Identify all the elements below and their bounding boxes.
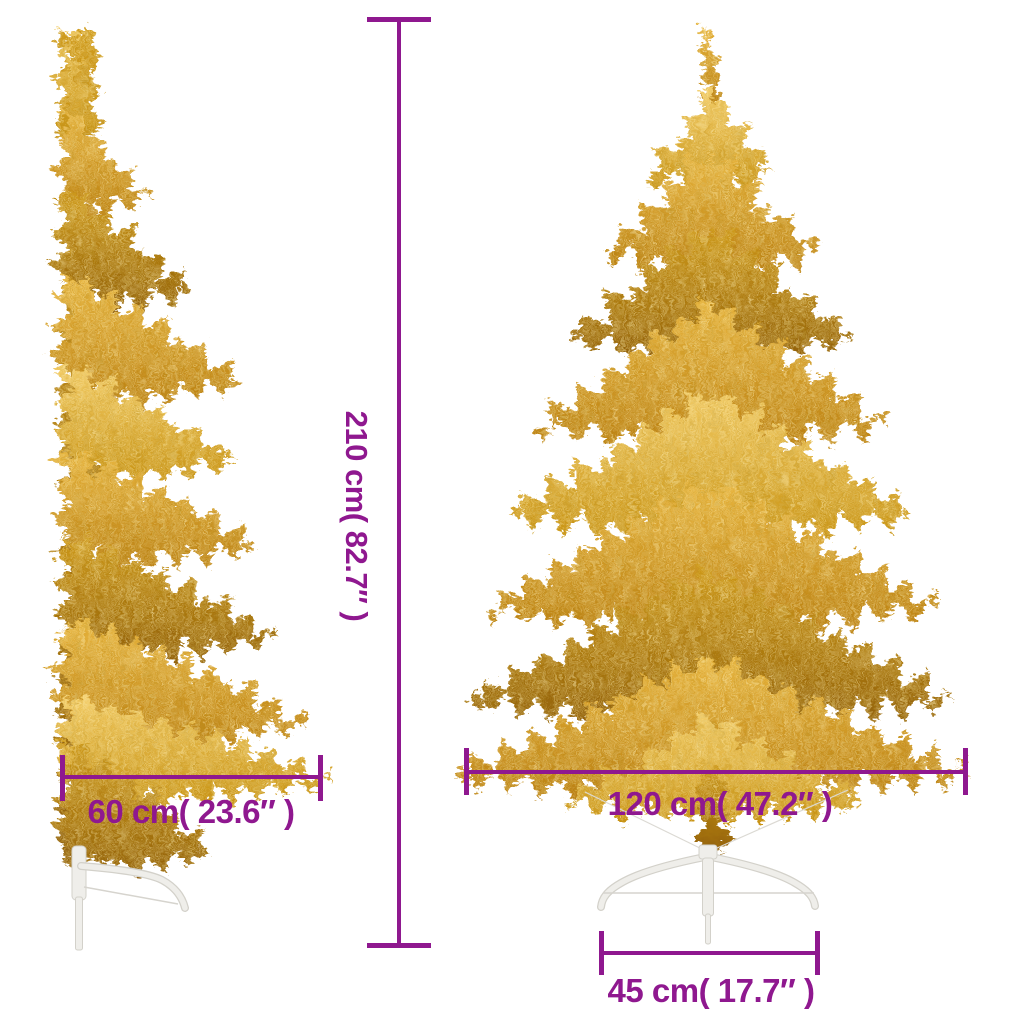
stand-pole-tip <box>705 913 711 945</box>
front-tree-stand <box>584 789 849 945</box>
stand-leg <box>597 853 709 911</box>
stand-pole <box>75 896 83 951</box>
side-tree-stand <box>71 845 189 951</box>
stand-pole <box>702 857 714 917</box>
stand-collar <box>698 844 718 860</box>
stand-leg <box>707 853 819 910</box>
guy-wire <box>707 789 849 853</box>
tinsel-texture <box>452 22 964 815</box>
stand-wire <box>83 886 179 905</box>
half-tree-front-view <box>452 22 964 856</box>
guy-wire <box>584 791 709 853</box>
stand-sleeve <box>71 845 87 901</box>
stand-leg <box>78 863 188 911</box>
stand-leg <box>708 854 818 909</box>
stand-leg <box>598 854 708 910</box>
tinsel-texture <box>42 15 328 870</box>
half-tree-side-view <box>42 15 328 876</box>
